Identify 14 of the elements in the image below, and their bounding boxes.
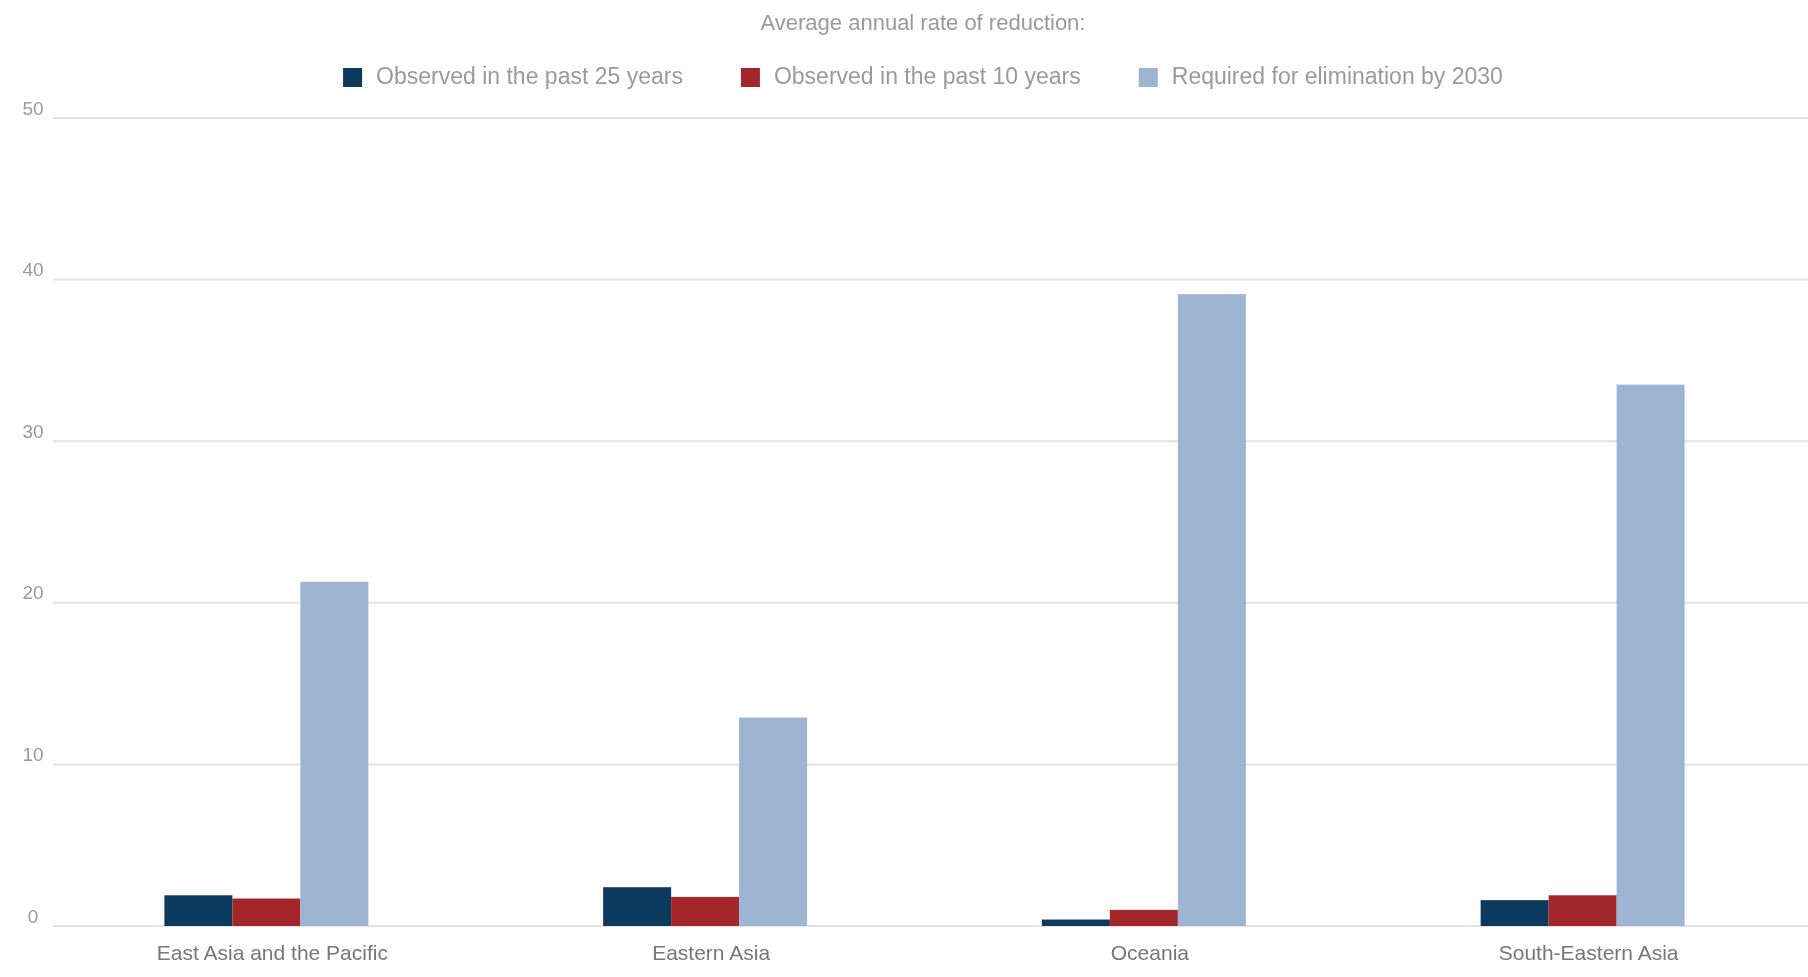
y-tick-label: 20 [22, 582, 44, 604]
y-tick-label: 50 [22, 97, 44, 119]
legend-title: Average annual rate of reduction: [760, 10, 1086, 35]
y-tick-label: 40 [22, 259, 44, 281]
legend-label: Observed in the past 10 years [773, 63, 1081, 89]
y-tick-label: 30 [22, 420, 44, 442]
legend-label: Required for elimination by 2030 [1171, 63, 1503, 89]
y-tick-label: 10 [22, 743, 44, 765]
x-tick-label: East Asia and the Pacific [156, 940, 388, 964]
x-tick-label: Eastern Asia [652, 940, 771, 964]
x-tick-label: South-Eastern Asia [1498, 940, 1679, 964]
legend-label: Observed in the past 25 years [376, 63, 683, 89]
x-tick-label: Oceania [1110, 940, 1190, 964]
y-tick-label: 0 [27, 905, 39, 927]
